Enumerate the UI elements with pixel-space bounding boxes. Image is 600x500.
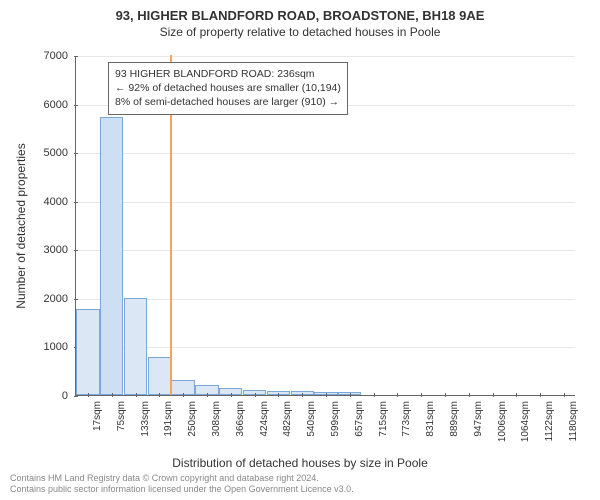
annotation-line1: 93 HIGHER BLANDFORD ROAD: 236sqm [115, 67, 341, 81]
footer-attribution: Contains HM Land Registry data © Crown c… [10, 473, 354, 496]
x-tick [255, 393, 256, 397]
x-tick-label: 308sqm [211, 401, 222, 437]
y-tick-label: 5000 [44, 147, 68, 159]
histogram-bar [148, 357, 171, 395]
y-tick [74, 56, 78, 57]
footer-line1: Contains HM Land Registry data © Crown c… [10, 473, 354, 485]
x-tick-label: 250sqm [187, 401, 198, 437]
x-tick [278, 393, 279, 397]
y-tick-label: 7000 [44, 50, 68, 62]
y-tick [74, 299, 78, 300]
x-tick [136, 393, 137, 397]
y-tick [74, 396, 78, 397]
annotation-box: 93 HIGHER BLANDFORD ROAD: 236sqm ← 92% o… [108, 62, 348, 115]
y-axis-title: Number of detached properties [14, 143, 28, 308]
histogram-bar [124, 298, 147, 395]
x-tick-label: 482sqm [282, 401, 293, 437]
y-tick [74, 153, 78, 154]
x-tick [469, 393, 470, 397]
x-tick [421, 393, 422, 397]
x-tick [112, 393, 113, 397]
x-tick-label: 657sqm [354, 401, 365, 437]
chart-title-sub: Size of property relative to detached ho… [0, 23, 600, 39]
x-tick [397, 393, 398, 397]
x-tick [445, 393, 446, 397]
grid-line [76, 250, 575, 251]
x-tick-label: 715sqm [378, 401, 389, 437]
x-tick [374, 393, 375, 397]
x-tick [564, 393, 565, 397]
grid-line [76, 202, 575, 203]
x-tick [159, 393, 160, 397]
x-tick-label: 133sqm [140, 401, 151, 437]
x-tick-label: 75sqm [116, 401, 127, 431]
x-tick-label: 599sqm [330, 401, 341, 437]
grid-line [76, 299, 575, 300]
x-tick-label: 366sqm [235, 401, 246, 437]
x-tick [207, 393, 208, 397]
y-tick-label: 1000 [44, 341, 68, 353]
x-tick-label: 889sqm [449, 401, 460, 437]
x-tick-label: 1180sqm [568, 401, 579, 441]
x-tick [493, 393, 494, 397]
x-tick-label: 831sqm [425, 401, 436, 437]
grid-line [76, 347, 575, 348]
x-tick-label: 424sqm [259, 401, 270, 437]
histogram-bar [76, 309, 99, 395]
x-tick-label: 540sqm [306, 401, 317, 437]
x-tick-label: 191sqm [163, 401, 174, 437]
x-tick [516, 393, 517, 397]
y-tick-label: 6000 [44, 99, 68, 111]
grid-line [76, 56, 575, 57]
x-tick-label: 1064sqm [520, 401, 531, 442]
x-tick-label: 1006sqm [497, 401, 508, 442]
grid-line [76, 153, 575, 154]
y-tick [74, 250, 78, 251]
x-tick-label: 773sqm [401, 401, 412, 437]
chart-title-main: 93, HIGHER BLANDFORD ROAD, BROADSTONE, B… [0, 0, 600, 23]
x-tick [540, 393, 541, 397]
y-tick-label: 2000 [44, 293, 68, 305]
y-tick-label: 3000 [44, 244, 68, 256]
y-tick [74, 202, 78, 203]
x-tick [88, 393, 89, 397]
x-tick [302, 393, 303, 397]
x-axis-title: Distribution of detached houses by size … [0, 456, 600, 470]
y-tick-label: 0 [62, 390, 68, 402]
x-tick-label: 17sqm [92, 401, 103, 431]
x-tick [350, 393, 351, 397]
y-tick-label: 4000 [44, 196, 68, 208]
x-tick [326, 393, 327, 397]
x-tick-label: 1122sqm [544, 401, 555, 441]
y-tick [74, 105, 78, 106]
chart-plot-area: 0100020003000400050006000700017sqm75sqm1… [75, 56, 575, 396]
annotation-line3: 8% of semi-detached houses are larger (9… [115, 95, 341, 109]
x-tick-label: 947sqm [473, 401, 484, 437]
histogram-bar [100, 117, 123, 395]
footer-line2: Contains public sector information licen… [10, 484, 354, 496]
x-tick [231, 393, 232, 397]
annotation-line2: ← 92% of detached houses are smaller (10… [115, 81, 341, 95]
x-tick [183, 393, 184, 397]
